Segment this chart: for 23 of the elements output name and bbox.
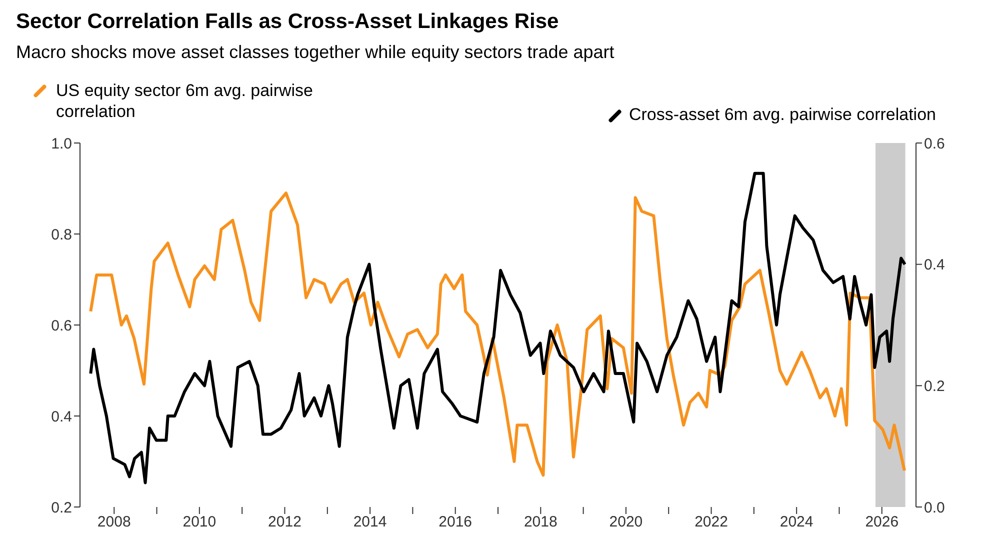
x-tick-label: 2022 (694, 514, 728, 531)
y-tick-label: 0.8 (51, 226, 72, 244)
chart-subtitle: Macro shocks move asset classes together while equity sectors trade apart (16, 42, 614, 63)
x-tick-label: 2018 (524, 514, 558, 531)
legend-label: Cross-asset 6m avg. pairwise correlation (628, 105, 936, 125)
chart-title: Sector Correlation Falls as Cross-Asset Linkages Rise (16, 10, 559, 34)
x-tick-label: 2008 (97, 514, 131, 531)
y2-tick-label: 0.2 (924, 378, 945, 395)
y2-tick-label: 0.6 (924, 135, 945, 152)
x-tick-label: 2014 (353, 514, 387, 531)
y-tick-label: 0.6 (51, 317, 72, 334)
y-tick-label: 1.0 (51, 135, 72, 152)
x-tick-label: 2010 (182, 514, 216, 531)
y2-tick-label: 0.0 (924, 499, 945, 516)
y-tick-label: 0.4 (51, 408, 72, 426)
x-tick-label: 2026 (865, 514, 899, 531)
x-tick-label: 2012 (268, 514, 302, 531)
x-tick-label: 2016 (438, 514, 472, 531)
x-tick-label: 2024 (780, 514, 814, 531)
y2-tick-label: 0.4 (924, 256, 945, 274)
legend-label: US equity sector 6m avg. pairwise correlation (56, 80, 314, 122)
y-tick-label: 0.2 (51, 499, 72, 516)
x-tick-label: 2020 (609, 514, 643, 531)
